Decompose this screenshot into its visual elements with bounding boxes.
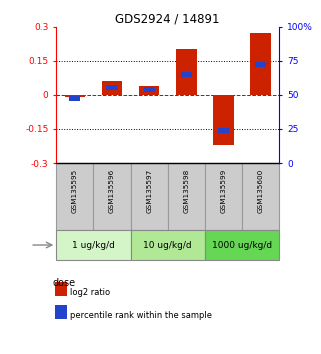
Bar bbox=[213, 95, 234, 145]
Text: GSM135600: GSM135600 bbox=[258, 169, 264, 213]
Bar bbox=[102, 81, 122, 95]
Text: GSM135596: GSM135596 bbox=[109, 169, 115, 213]
Bar bbox=[255, 62, 266, 67]
Text: dose: dose bbox=[53, 278, 76, 288]
Bar bbox=[181, 72, 192, 77]
FancyBboxPatch shape bbox=[205, 230, 279, 260]
Bar bbox=[65, 95, 85, 97]
Text: 1 ug/kg/d: 1 ug/kg/d bbox=[72, 240, 115, 250]
Bar bbox=[106, 85, 117, 91]
Text: log2 ratio: log2 ratio bbox=[70, 287, 110, 297]
Title: GDS2924 / 14891: GDS2924 / 14891 bbox=[116, 12, 220, 25]
Text: 1000 ug/kg/d: 1000 ug/kg/d bbox=[212, 240, 272, 250]
FancyBboxPatch shape bbox=[56, 163, 93, 230]
Text: GSM135597: GSM135597 bbox=[146, 169, 152, 213]
Text: percentile rank within the sample: percentile rank within the sample bbox=[70, 310, 212, 320]
Text: GSM135595: GSM135595 bbox=[72, 169, 78, 213]
FancyBboxPatch shape bbox=[131, 163, 168, 230]
Bar bbox=[176, 49, 196, 95]
Bar bbox=[143, 87, 155, 92]
Text: GSM135599: GSM135599 bbox=[221, 169, 227, 213]
FancyBboxPatch shape bbox=[168, 163, 205, 230]
Bar bbox=[250, 33, 271, 95]
Bar bbox=[218, 128, 229, 133]
Text: GSM135598: GSM135598 bbox=[183, 169, 189, 213]
Bar bbox=[69, 96, 80, 101]
Text: 10 ug/kg/d: 10 ug/kg/d bbox=[143, 240, 192, 250]
FancyBboxPatch shape bbox=[242, 163, 279, 230]
FancyBboxPatch shape bbox=[205, 163, 242, 230]
Bar bbox=[139, 86, 159, 95]
FancyBboxPatch shape bbox=[56, 230, 131, 260]
FancyBboxPatch shape bbox=[93, 163, 131, 230]
FancyBboxPatch shape bbox=[131, 230, 205, 260]
